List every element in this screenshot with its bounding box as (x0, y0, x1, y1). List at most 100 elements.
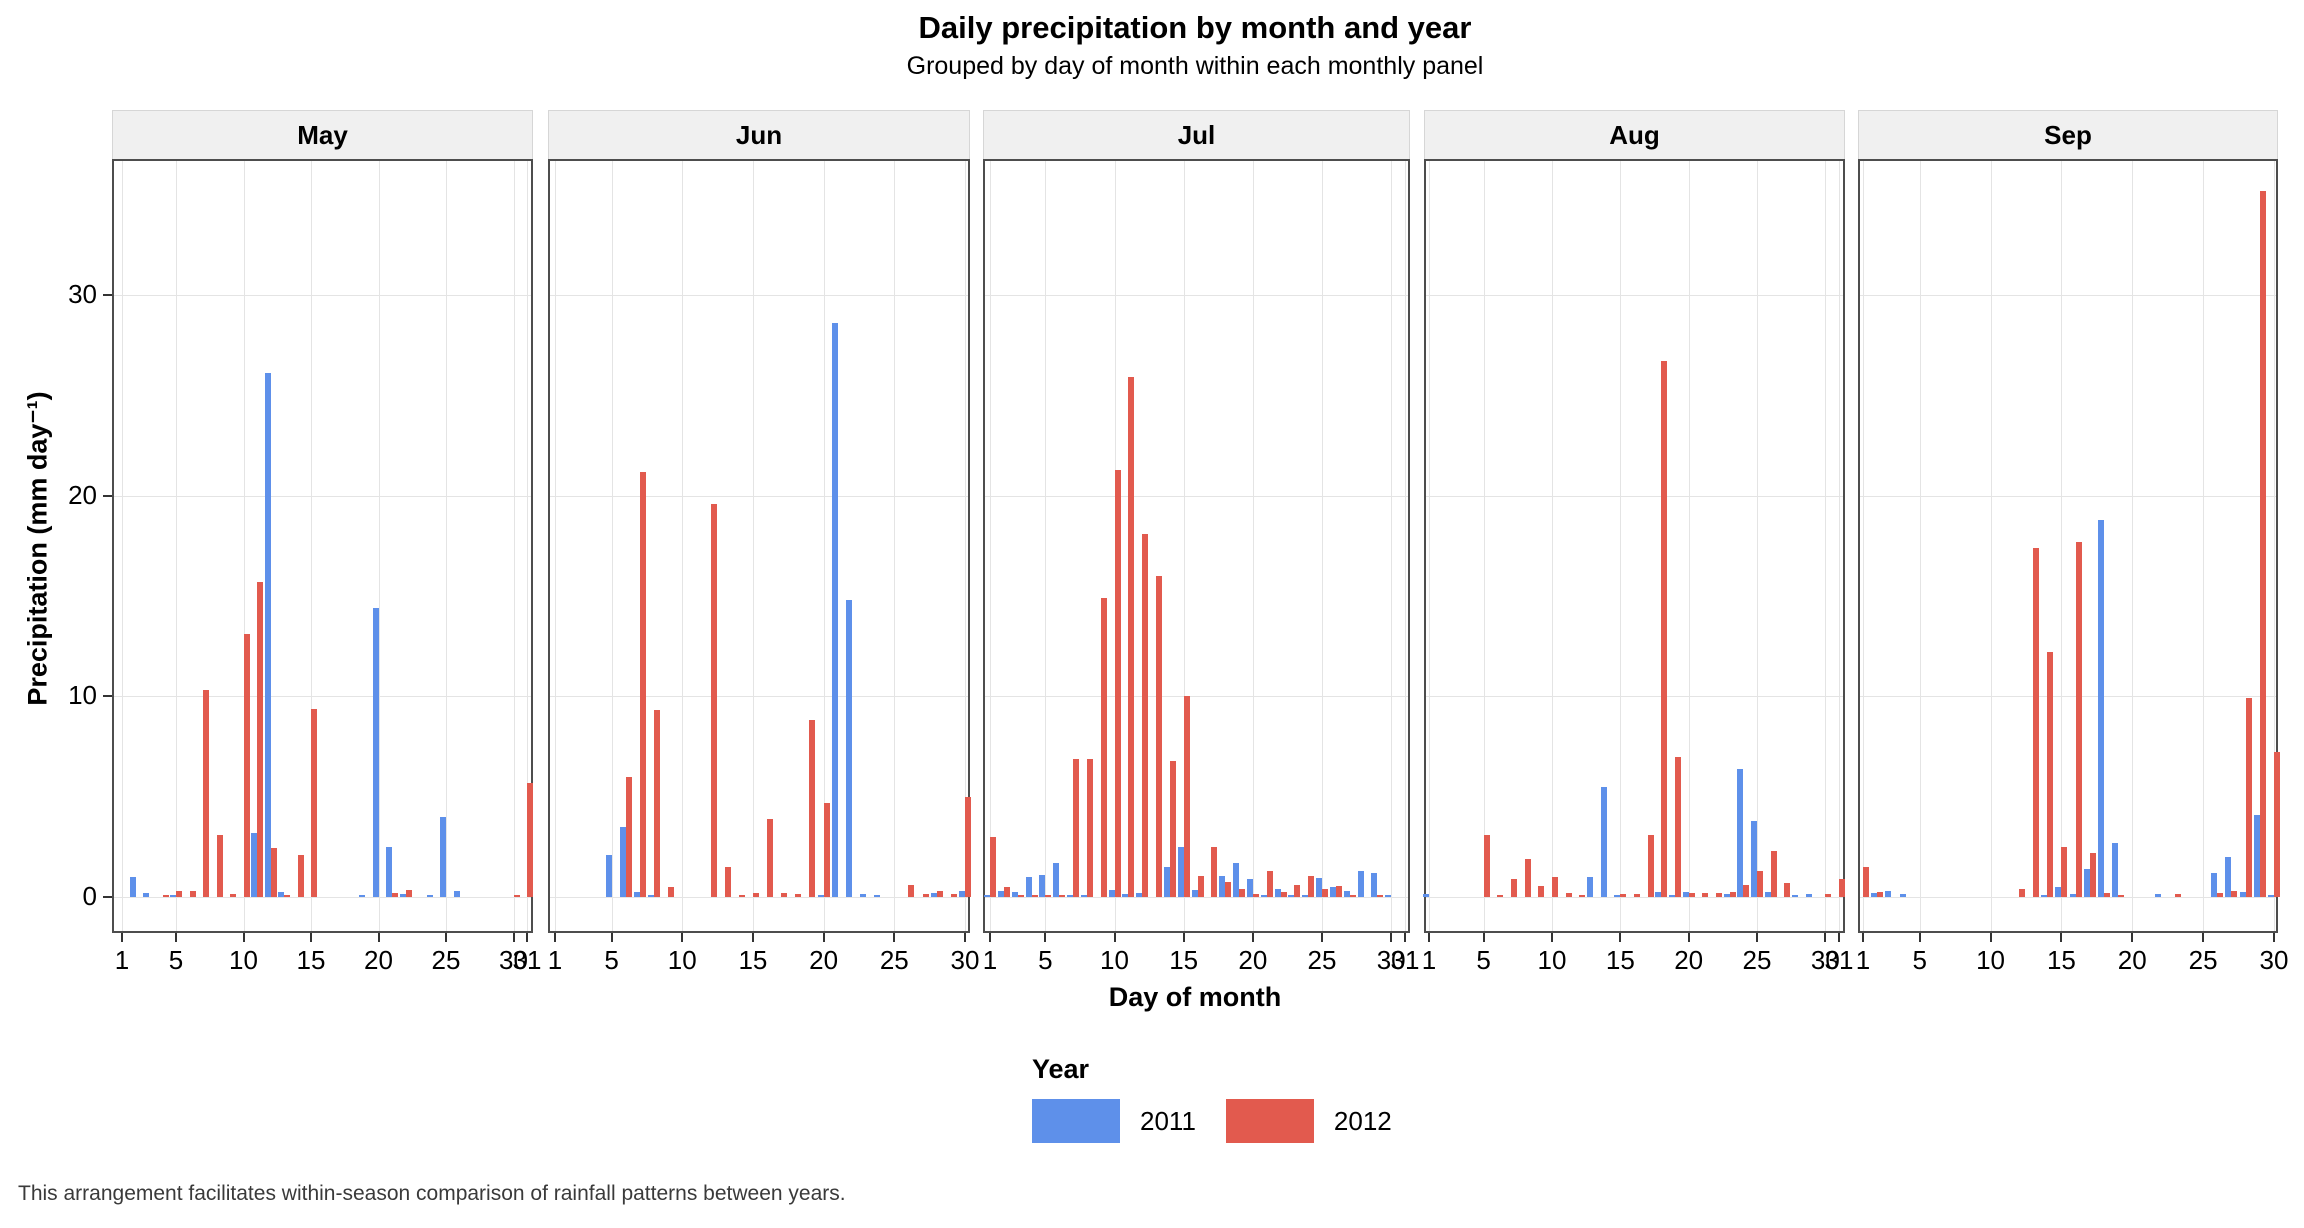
bar-2011 (1067, 895, 1073, 897)
h-gridline (114, 495, 531, 497)
x-axis-tick-label: 5 (604, 945, 619, 975)
bar-2012 (216, 835, 223, 897)
x-axis-tick (1390, 933, 1393, 942)
x-axis-tick (893, 933, 896, 942)
y-axis-tick (103, 494, 112, 497)
v-gridline (965, 161, 966, 931)
chart-title: Daily precipitation by month and year (918, 10, 1472, 45)
bar-2012 (513, 895, 520, 897)
x-axis-tick-label: 30 (1810, 945, 1840, 975)
bar-2012 (625, 777, 632, 897)
y-axis-tick-label: 10 (68, 680, 97, 711)
bar-2011 (278, 892, 284, 897)
bar-2012 (668, 887, 675, 897)
x-axis-tick (1182, 933, 1185, 942)
x-axis-tick (1482, 933, 1485, 942)
bar-2011 (930, 893, 937, 897)
bar-2011 (1385, 895, 1392, 897)
x-axis-tick (1251, 933, 1254, 942)
x-axis-tick (512, 933, 515, 942)
bar-2011 (170, 895, 176, 897)
y-axis-tick (103, 896, 112, 898)
x-axis-tick-label: 15 (2046, 945, 2076, 975)
bar-2012 (1483, 835, 1490, 897)
y-axis-tick-label: 0 (82, 881, 97, 911)
panel-header-jun: Jun (548, 110, 970, 159)
bar-2011 (1080, 895, 1087, 897)
bar-2011 (1288, 895, 1295, 897)
x-axis-tick-label: 30 (499, 945, 528, 975)
x-axis-tick (610, 933, 613, 942)
x-axis-tick (1619, 933, 1622, 942)
bar-2011 (1600, 787, 1607, 897)
bar-2011 (264, 373, 271, 897)
bar-2011 (143, 893, 149, 897)
x-axis-tick (822, 933, 825, 942)
bar-2012 (1565, 893, 1572, 897)
v-gridline (990, 161, 991, 931)
x-axis-tick-label: 1 (1855, 945, 1871, 975)
v-gridline (378, 161, 380, 931)
bar-2012 (1239, 889, 1245, 897)
x-axis-tick-label: 10 (1100, 945, 1129, 975)
bar-2011 (2083, 869, 2090, 897)
v-gridline (1183, 161, 1185, 931)
x-axis-tick (2060, 933, 2063, 942)
bar-2011 (1357, 871, 1364, 897)
bar-2012 (990, 837, 996, 897)
x-axis-tick-label: 31 (512, 945, 542, 975)
bar-2011 (1737, 769, 1744, 897)
bar-2012 (2245, 698, 2252, 897)
bar-2012 (405, 890, 412, 897)
bar-2011 (997, 891, 1004, 897)
h-gridline (985, 897, 1408, 898)
bar-2012 (2274, 752, 2280, 897)
v-gridline (176, 161, 177, 931)
bar-2012 (1142, 534, 1149, 897)
bar-2012 (908, 885, 915, 897)
bar-2012 (1114, 470, 1121, 897)
v-gridline (1322, 161, 1323, 931)
legend: Year 2011 2012 (1032, 1054, 1422, 1143)
caption: This arrangement facilitates within-seas… (18, 1182, 846, 1205)
bar-2011 (1163, 867, 1170, 897)
bar-2012 (639, 472, 646, 897)
bar-2012 (1497, 895, 1504, 897)
bar-2011 (831, 323, 838, 897)
x-axis-tick-label: 20 (1674, 945, 1704, 975)
v-gridline (1045, 161, 1047, 931)
x-axis-tick-label: 5 (1912, 945, 1927, 975)
x-axis-tick (175, 933, 177, 942)
bar-2011 (605, 855, 612, 897)
bar-2012 (2047, 652, 2054, 897)
v-gridline (1405, 161, 1406, 931)
v-gridline (2061, 161, 2063, 931)
bar-2011 (1274, 889, 1281, 897)
bar-2012 (2174, 894, 2181, 897)
bar-2012 (284, 895, 290, 897)
bar-2011 (129, 877, 136, 897)
x-axis-tick-label: 5 (1038, 945, 1053, 975)
bar-2011 (426, 895, 433, 897)
bar-2012 (1579, 895, 1586, 897)
bar-2012 (1266, 871, 1273, 897)
bar-2012 (1169, 761, 1176, 897)
bar-2012 (1252, 894, 1259, 897)
bar-2011 (1260, 895, 1267, 897)
x-axis-tick (377, 933, 380, 942)
bar-2012 (1377, 895, 1384, 897)
bar-2012 (1294, 885, 1301, 897)
h-gridline (550, 294, 968, 296)
v-gridline (513, 161, 515, 931)
bar-2011 (1177, 847, 1184, 897)
legend-swatch-2011 (1032, 1099, 1120, 1143)
chart-subtitle: Grouped by day of month within each mont… (906, 52, 1484, 80)
bar-2012 (795, 894, 802, 897)
bar-2011 (1423, 894, 1429, 897)
h-gridline (550, 696, 968, 698)
bar-2011 (2239, 892, 2246, 897)
v-gridline (2274, 161, 2275, 931)
bar-2012 (1086, 759, 1093, 897)
v-gridline (752, 161, 754, 931)
bar-2012 (1128, 377, 1135, 897)
